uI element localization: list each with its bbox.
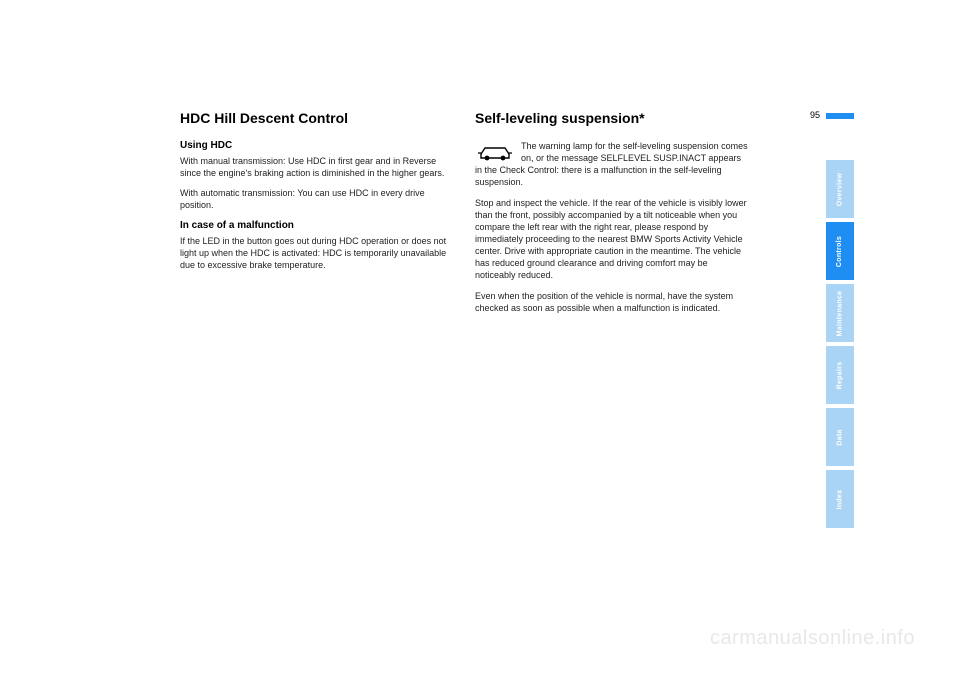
- using-hdc-title: Using HDC: [180, 140, 455, 151]
- suspension-para1: The warning lamp for the self-leveling s…: [475, 140, 750, 189]
- left-column: HDC Hill Descent Control Using HDC With …: [180, 110, 455, 322]
- tab-label: Maintenance: [837, 290, 844, 336]
- tab-label: Overview: [837, 172, 844, 206]
- watermark-text: carmanualsonline.info: [710, 627, 915, 650]
- side-tabs: Overview Controls Maintenance Repairs Da…: [826, 160, 854, 532]
- tab-label: Index: [836, 489, 843, 509]
- suspension-para3: Even when the position of the vehicle is…: [475, 290, 750, 314]
- tab-overview[interactable]: Overview: [826, 160, 854, 218]
- tab-data[interactable]: Data: [826, 408, 854, 466]
- page-marker-bar: [826, 113, 854, 119]
- suspension-para2: Stop and inspect the vehicle. If the rea…: [475, 197, 750, 282]
- hdc-auto-para: With automatic transmission: You can use…: [180, 187, 455, 211]
- tab-controls[interactable]: Controls: [826, 222, 854, 280]
- hdc-manual-para: With manual transmission: Use HDC in fir…: [180, 155, 455, 179]
- suspension-heading: Self-leveling suspension*: [475, 110, 750, 126]
- content-area: HDC Hill Descent Control Using HDC With …: [180, 110, 750, 322]
- tab-maintenance[interactable]: Maintenance: [826, 284, 854, 342]
- right-column: Self-leveling suspension* The warning la…: [475, 110, 750, 322]
- malfunction-title: In case of a malfunction: [180, 220, 455, 231]
- tab-label: Controls: [837, 235, 844, 266]
- tab-label: Data: [837, 429, 844, 445]
- tab-repairs[interactable]: Repairs: [826, 346, 854, 404]
- tab-index[interactable]: Index: [826, 470, 854, 528]
- malfunction-para: If the LED in the button goes out during…: [180, 235, 455, 271]
- page-number: 95: [810, 110, 820, 120]
- tab-label: Repairs: [837, 361, 844, 389]
- hdc-heading: HDC Hill Descent Control: [180, 110, 455, 126]
- car-warning-icon: [475, 140, 517, 164]
